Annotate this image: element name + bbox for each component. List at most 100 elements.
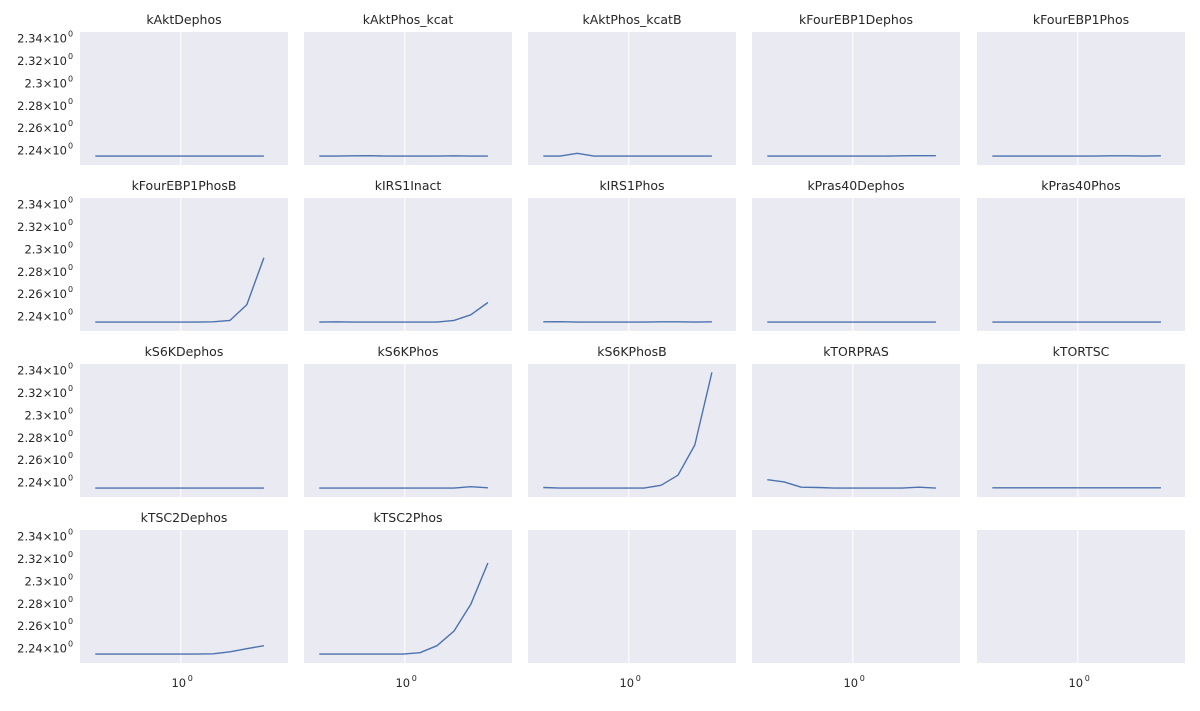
subplot: 10 0 xyxy=(752,530,960,690)
y-tick-exponent: 0 xyxy=(68,97,73,106)
subplot-title: kTORTSC xyxy=(1053,344,1110,359)
y-tick-exponent: 0 xyxy=(68,429,73,438)
subplot-title: kTSC2Dephos xyxy=(141,510,228,525)
y-tick-label: 2.32×10 xyxy=(17,552,67,566)
plot-area xyxy=(977,530,1185,663)
x-tick-exponent: 0 xyxy=(636,674,641,683)
subplot-title: kAktDephos xyxy=(146,12,221,27)
y-tick-label: 2.28×10 xyxy=(17,265,67,279)
y-tick-exponent: 0 xyxy=(68,528,73,537)
y-tick-exponent: 0 xyxy=(68,595,73,604)
subplot-title: kIRS1Inact xyxy=(375,178,442,193)
y-tick-exponent: 0 xyxy=(68,406,73,415)
subplot: kTSC2Phos 10 0 xyxy=(304,510,512,690)
subplot-title: kFourEBP1Dephos xyxy=(799,12,913,27)
subplot-title: kPras40Dephos xyxy=(807,178,904,193)
subplot-title: kTSC2Phos xyxy=(373,510,442,525)
y-tick-exponent: 0 xyxy=(68,639,73,648)
plot-area xyxy=(752,530,960,663)
plot-area xyxy=(752,198,960,331)
subplot: kS6KPhos xyxy=(304,344,512,497)
plot-area xyxy=(977,364,1185,497)
y-tick-label: 2.26×10 xyxy=(17,453,67,467)
x-tick-label: 10 xyxy=(395,676,410,690)
y-tick-exponent: 0 xyxy=(68,384,73,393)
y-tick-label: 2.3×10 xyxy=(24,408,67,422)
x-tick-exponent: 0 xyxy=(188,674,193,683)
y-tick-label: 2.28×10 xyxy=(17,99,67,113)
subplot: kPras40Dephos xyxy=(752,178,960,331)
subplot: kIRS1Inact xyxy=(304,178,512,331)
y-tick-label: 2.28×10 xyxy=(17,431,67,445)
subplot-title: kS6KDephos xyxy=(145,344,224,359)
subplot: kS6KPhosB xyxy=(528,344,736,497)
plot-area xyxy=(752,32,960,165)
plot-area xyxy=(528,198,736,331)
y-tick-exponent: 0 xyxy=(68,572,73,581)
series-line xyxy=(319,486,488,489)
subplot: kAktPhos_kcat xyxy=(304,12,512,165)
y-tick-exponent: 0 xyxy=(68,52,73,61)
plot-area xyxy=(304,364,512,497)
subplot-title: kIRS1Phos xyxy=(599,178,664,193)
y-tick-label: 2.34×10 xyxy=(17,198,67,212)
y-tick-label: 2.26×10 xyxy=(17,287,67,301)
plot-area xyxy=(528,364,736,497)
y-tick-exponent: 0 xyxy=(68,550,73,559)
x-tick-exponent: 0 xyxy=(1085,674,1090,683)
y-tick-label: 2.32×10 xyxy=(17,220,67,234)
y-tick-label: 2.3×10 xyxy=(24,242,67,256)
plot-area xyxy=(304,198,512,331)
subplot: kIRS1Phos xyxy=(528,178,736,331)
plot-area xyxy=(528,32,736,165)
subplot: kAktPhos_kcatB xyxy=(528,12,736,165)
subplot: kPras40Phos xyxy=(977,178,1185,331)
y-tick-exponent: 0 xyxy=(68,263,73,272)
y-tick-exponent: 0 xyxy=(68,617,73,626)
y-tick-exponent: 0 xyxy=(68,141,73,150)
y-tick-label: 2.32×10 xyxy=(17,386,67,400)
y-tick-exponent: 0 xyxy=(68,362,73,371)
subplot: kFourEBP1Phos xyxy=(977,12,1185,165)
y-tick-exponent: 0 xyxy=(68,473,73,482)
y-tick-label: 2.24×10 xyxy=(17,475,67,489)
y-tick-label: 2.26×10 xyxy=(17,121,67,135)
plot-area xyxy=(80,198,288,331)
y-tick-label: 2.34×10 xyxy=(17,32,67,46)
y-tick-label: 2.34×10 xyxy=(17,364,67,378)
series-line xyxy=(767,479,936,489)
plot-area xyxy=(977,32,1185,165)
x-tick-label: 10 xyxy=(619,676,634,690)
series-line xyxy=(95,257,265,323)
y-tick-label: 2.24×10 xyxy=(17,143,67,157)
y-tick-label: 2.24×10 xyxy=(17,309,67,323)
plot-area xyxy=(80,364,288,497)
y-tick-label: 2.34×10 xyxy=(17,530,67,544)
subplot: 10 0 xyxy=(528,530,736,690)
series-line xyxy=(95,645,265,655)
y-tick-label: 2.26×10 xyxy=(17,619,67,633)
y-tick-label: 2.24×10 xyxy=(17,641,67,655)
subplot: kFourEBP1Dephos xyxy=(752,12,960,165)
y-tick-exponent: 0 xyxy=(68,307,73,316)
subplot-title: kFourEBP1PhosB xyxy=(132,178,237,193)
y-tick-exponent: 0 xyxy=(68,30,73,39)
y-tick-exponent: 0 xyxy=(68,196,73,205)
x-tick-exponent: 0 xyxy=(860,674,865,683)
plot-area xyxy=(528,530,736,663)
series-line xyxy=(319,301,489,323)
y-tick-exponent: 0 xyxy=(68,240,73,249)
subplot-title: kAktPhos_kcat xyxy=(363,12,454,27)
series-line xyxy=(319,562,489,655)
subplot-title: kAktPhos_kcatB xyxy=(582,12,681,27)
subplot: kTORPRAS xyxy=(752,344,960,497)
x-tick-exponent: 0 xyxy=(412,674,417,683)
y-tick-exponent: 0 xyxy=(68,119,73,128)
series-line xyxy=(543,372,713,489)
subplot: kTORTSC xyxy=(977,344,1185,497)
y-tick-exponent: 0 xyxy=(68,218,73,227)
